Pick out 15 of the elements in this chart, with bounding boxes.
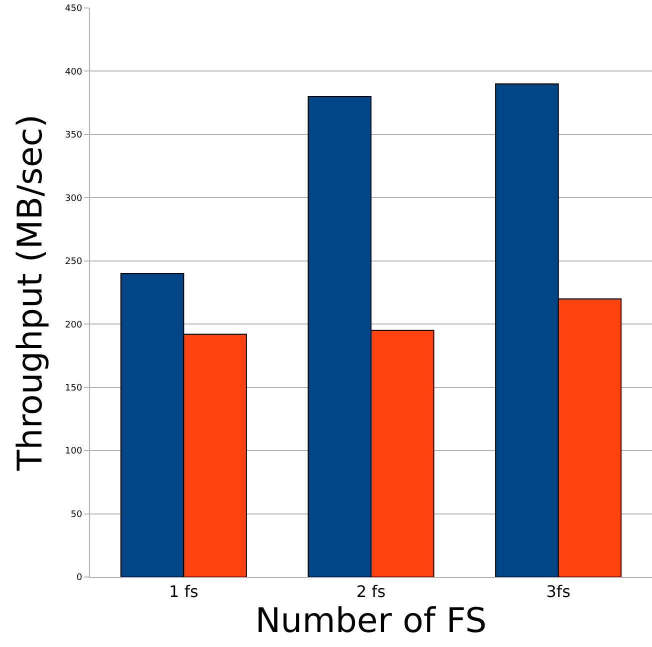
y-tick-label: 50 — [70, 510, 82, 520]
y-tick-label: 150 — [65, 383, 82, 394]
x-tick-label: 1 fs — [169, 582, 198, 602]
y-tick-label: 450 — [65, 4, 82, 14]
y-tick-label: 250 — [65, 257, 82, 268]
y-tick-label: 200 — [65, 320, 82, 330]
y-tick-label: 300 — [65, 194, 82, 204]
y-tick-label: 350 — [65, 130, 82, 141]
y-axis-title: Throughput (MB/sec) — [10, 114, 51, 472]
y-tick-label: 100 — [65, 446, 82, 457]
x-tick-label: 3fs — [546, 582, 570, 602]
x-tick-label: 2 fs — [356, 582, 386, 602]
y-tick-label: 0 — [76, 573, 82, 584]
y-tick-label: 400 — [65, 67, 82, 78]
x-axis-title: Number of FS — [255, 601, 487, 642]
